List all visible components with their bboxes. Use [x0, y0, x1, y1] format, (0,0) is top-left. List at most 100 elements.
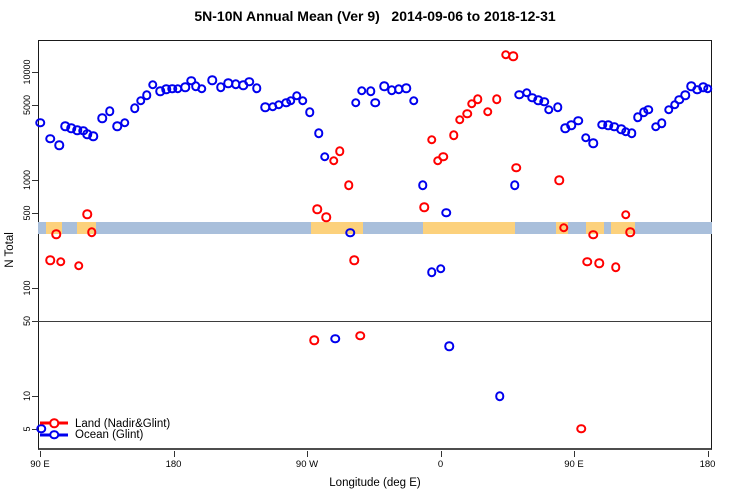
y-axis-tick: [32, 320, 38, 322]
data-point-ocean: [539, 97, 550, 107]
data-point-ocean: [196, 83, 207, 94]
data-point-ocean: [366, 86, 376, 96]
data-point-ocean: [130, 103, 140, 114]
data-point-land: [462, 109, 472, 119]
data-point-land: [588, 230, 599, 240]
data-point-land: [45, 255, 56, 266]
data-point-land: [483, 106, 493, 117]
data-point-land: [554, 175, 564, 185]
legend-label: Ocean (Glint): [75, 429, 144, 442]
data-point-land: [594, 258, 604, 268]
x-axis-tick: [307, 451, 308, 457]
data-point-land: [73, 261, 84, 271]
y-axis-tick-label: 10000: [22, 59, 32, 85]
data-point-ocean: [633, 112, 643, 123]
data-point-ocean: [509, 180, 520, 191]
data-point-land: [621, 210, 631, 220]
y-axis-tick-label: 50: [22, 315, 32, 326]
y-axis-tick-label: 1000: [22, 169, 32, 191]
x-axis-tick-label: 0: [437, 459, 444, 470]
data-point-ocean: [566, 120, 576, 131]
y-axis-tick: [32, 288, 38, 289]
data-point-ocean: [35, 117, 45, 128]
data-point-ocean: [244, 77, 254, 87]
data-point-ocean: [351, 97, 361, 108]
data-point-ocean: [45, 134, 56, 144]
data-point-ocean: [142, 90, 152, 100]
data-point-land: [511, 162, 521, 173]
data-point-ocean: [136, 96, 146, 106]
data-point-land: [309, 335, 320, 345]
data-point-ocean: [680, 90, 690, 100]
plot-area: [38, 40, 712, 450]
data-point-ocean: [409, 96, 419, 106]
data-point-ocean: [664, 105, 674, 115]
data-point-land: [610, 262, 621, 273]
data-point-land: [449, 130, 459, 140]
data-point-ocean: [147, 80, 158, 90]
data-point-ocean: [285, 96, 296, 106]
data-point-ocean: [320, 151, 330, 162]
x-axis-title: Longitude (deg E): [329, 477, 421, 489]
x-axis-tick: [40, 451, 41, 457]
data-point-land: [472, 94, 483, 104]
data-point-ocean: [180, 82, 191, 93]
data-point-ocean: [36, 423, 47, 434]
y-axis-tick: [32, 72, 38, 73]
data-point-ocean: [573, 115, 584, 126]
data-point-ocean: [357, 86, 367, 96]
data-point-land: [56, 257, 66, 267]
data-point-ocean: [291, 91, 302, 101]
data-point-ocean: [104, 106, 115, 116]
data-point-ocean: [251, 83, 262, 93]
data-point-ocean: [88, 131, 99, 141]
data-point-ocean: [330, 333, 340, 344]
x-axis-tick: [173, 451, 175, 457]
y-axis-tick-label: 500: [22, 204, 32, 221]
data-point-ocean: [297, 96, 308, 106]
data-point-land: [492, 94, 502, 104]
data-point-ocean: [119, 117, 130, 128]
data-point-ocean: [643, 105, 653, 115]
data-point-ocean: [426, 267, 437, 277]
data-point-ocean: [97, 113, 108, 123]
x-axis-tick-label: 180: [699, 459, 716, 470]
legend-label: Land (Nadir&Glint): [75, 417, 171, 430]
chart-title: 5N-10N Annual Mean (Ver 9) 2014-09-06 to…: [194, 8, 556, 24]
legend-marker-circle: [49, 418, 59, 428]
data-point-ocean: [656, 118, 667, 129]
data-point-ocean: [54, 140, 65, 150]
y-axis-tick-label: 10: [22, 390, 32, 402]
y-axis-tick: [32, 428, 38, 430]
y-axis-tick: [32, 212, 38, 214]
reference-line-50: [38, 320, 712, 322]
data-point-ocean: [495, 391, 505, 401]
data-point-ocean: [702, 83, 713, 94]
data-point-land: [582, 257, 593, 267]
data-point-ocean: [552, 102, 563, 113]
data-point-land: [419, 202, 429, 212]
x-axis-tick-label: 90 W: [295, 459, 319, 470]
data-point-ocean: [588, 138, 599, 148]
data-point-ocean: [345, 227, 355, 238]
data-point-ocean: [581, 133, 591, 143]
data-point-ocean: [417, 180, 428, 191]
data-point-ocean: [314, 128, 324, 139]
data-point-ocean: [305, 107, 315, 117]
data-point-ocean: [544, 105, 554, 115]
data-point-land: [625, 227, 636, 237]
y-axis-title: N Total: [4, 232, 16, 268]
data-point-land: [321, 212, 332, 223]
x-axis-tick: [440, 451, 442, 457]
y-axis-tick: [32, 104, 38, 106]
y-axis-tick-label: 5000: [22, 94, 32, 115]
data-point-land: [349, 255, 360, 266]
x-axis-tick-label: 90 E: [30, 459, 50, 470]
data-point-ocean: [444, 341, 455, 351]
data-point-land: [328, 156, 339, 166]
data-point-land: [334, 146, 345, 156]
x-axis-tick-label: 90 E: [564, 459, 584, 470]
data-point-land: [312, 204, 323, 215]
data-point-land: [87, 227, 97, 237]
